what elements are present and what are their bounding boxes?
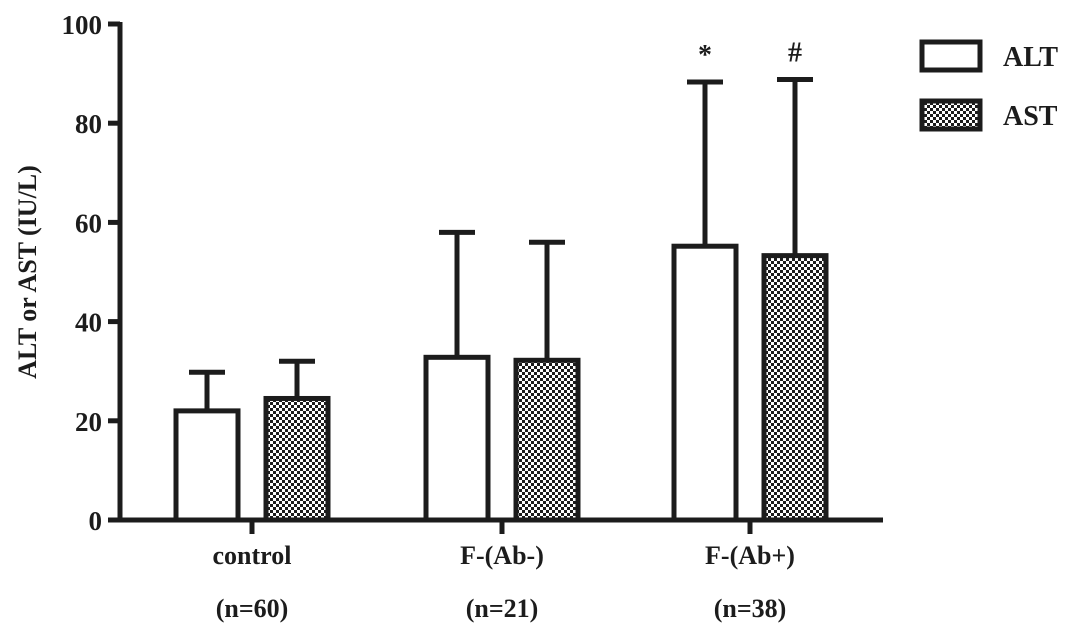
bar-ast <box>263 395 331 523</box>
bar-alt <box>671 243 739 523</box>
x-tick-sublabel: (n=21) <box>466 594 539 623</box>
bar-alt <box>173 408 241 523</box>
x-tick-label: control <box>213 541 292 570</box>
plot-area: 0 20 40 60 80 100 control (n=60) F-(Ab-) (n=21) F-… <box>62 10 1059 623</box>
y-tick-label: 100 <box>62 10 103 40</box>
bar-ast <box>513 357 581 523</box>
y-tick-label: 40 <box>75 308 102 338</box>
legend-swatch-ast <box>919 98 983 132</box>
y-axis-title: ALT or AST (IU/L) <box>13 165 42 379</box>
bar-alt <box>423 354 491 523</box>
y-tick-label: 0 <box>89 506 103 536</box>
y-tick-label: 80 <box>75 109 102 139</box>
bar-ast <box>761 253 829 523</box>
legend-swatch-alt <box>919 39 983 73</box>
significance-marker: # <box>788 38 802 69</box>
x-tick-label: F-(Ab-) <box>460 541 544 570</box>
significance-marker: * <box>698 40 712 71</box>
x-tick-sublabel: (n=38) <box>714 594 787 623</box>
legend-label-alt: ALT <box>1003 42 1058 73</box>
legend-label-ast: AST <box>1003 101 1058 132</box>
x-tick-label: F-(Ab+) <box>705 541 795 570</box>
y-tick-label: 20 <box>75 407 102 437</box>
x-tick-sublabel: (n=60) <box>216 594 289 623</box>
y-tick-label: 60 <box>75 208 102 238</box>
